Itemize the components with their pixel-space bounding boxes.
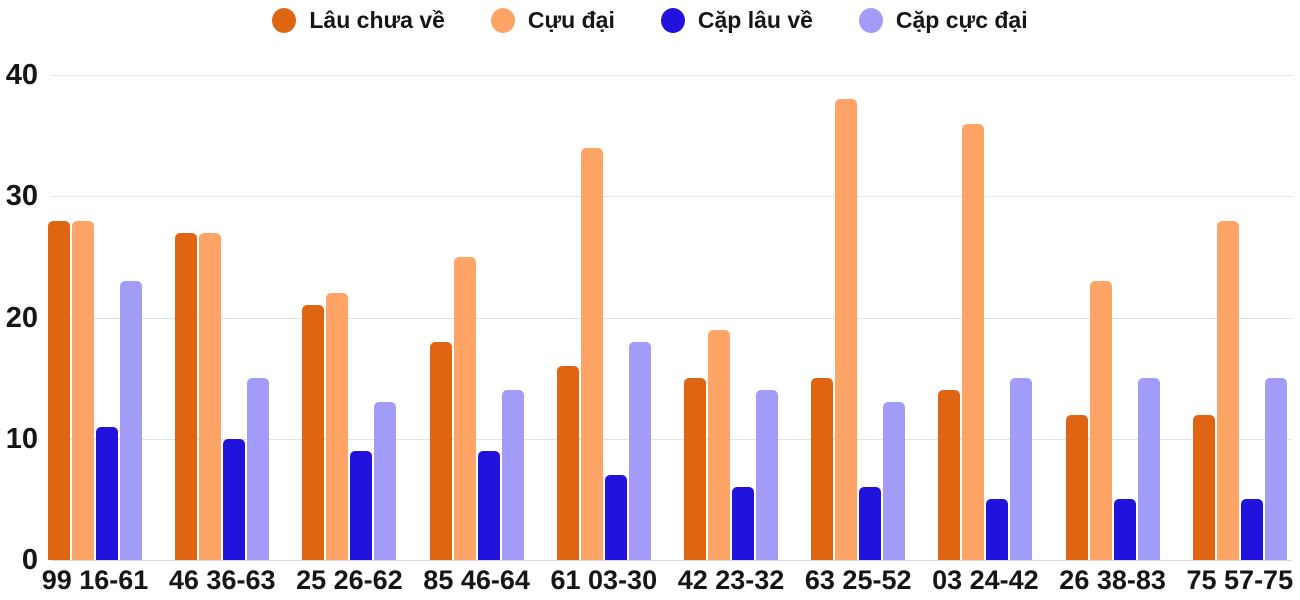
bar-4-group-1[interactable] [120,281,142,560]
bar-4-group-3[interactable] [374,402,397,560]
bar-3-group-8[interactable] [986,499,1009,560]
bar-1-group-9[interactable] [1065,414,1088,560]
gridline-y30 [52,196,1292,197]
bar-1-group-8[interactable] [938,390,961,560]
bar-3-group-2[interactable] [223,438,246,560]
bar-2-group-5[interactable] [580,147,603,560]
legend-label: Cặp lâu về [697,7,813,33]
bar-4-group-6[interactable] [756,390,778,560]
gridline-y0 [52,560,1292,561]
legend-label: Lâu chưa về [309,7,445,33]
legend-label: Cặp cực đại [895,7,1028,33]
bar-3-group-7[interactable] [859,487,882,560]
gridline-y40 [52,75,1292,76]
bar-3-group-6[interactable] [732,487,754,560]
bar-4-group-2[interactable] [247,378,270,560]
y-axis-tick-label: 0 [21,544,38,576]
bar-3-group-1[interactable] [96,426,118,560]
legend-item-3: Cặp lâu về [660,7,813,34]
legend: Lâu chưa về Cựu đại Cặp lâu về Cặp cực đại [0,7,1300,34]
bar-3-group-4[interactable] [477,450,500,560]
bar-1-group-2[interactable] [175,232,198,560]
bar-2-group-6[interactable] [708,329,730,560]
bar-3-group-5[interactable] [604,475,627,560]
bar-2-group-8[interactable] [962,123,985,560]
legend-circle-icon [490,8,515,33]
bar-2-group-2[interactable] [199,232,222,560]
legend-label: Cựu đại [527,7,615,33]
gridline-y20 [52,318,1292,319]
y-axis-tick-label: 40 [5,59,38,91]
bar-4-group-5[interactable] [628,341,651,560]
bar-2-group-10[interactable] [1216,220,1239,560]
x-axis-category-label: 85 46-64 [423,565,530,595]
x-axis-category-label: 25 26-62 [296,565,403,595]
bar-1-group-7[interactable] [811,378,834,560]
bar-2-group-7[interactable] [835,99,858,560]
bar-1-group-4[interactable] [429,341,452,560]
legend-item-4: Cặp cực đại [858,7,1028,34]
bar-4-group-4[interactable] [501,390,524,560]
y-axis-tick-label: 20 [5,302,38,334]
y-axis-tick-label: 30 [5,180,38,212]
bar-2-group-9[interactable] [1089,281,1112,560]
gridline-y10 [52,439,1292,440]
legend-circle-icon [272,8,297,33]
x-axis-category-label: 42 23-32 [677,565,785,595]
bar-3-group-3[interactable] [350,450,373,560]
bar-2-group-1[interactable] [72,220,94,560]
x-axis-category-label: 03 24-42 [932,565,1039,595]
bar-1-group-3[interactable] [302,305,325,560]
bar-1-group-1[interactable] [48,220,70,560]
bar-4-group-8[interactable] [1010,378,1033,560]
legend-item-1: Lâu chưa về [272,7,445,34]
bar-1-group-6[interactable] [684,378,706,560]
x-axis-category-label: 63 25-52 [804,565,912,595]
x-axis-category-label: 61 03-30 [550,565,658,595]
bar-4-group-9[interactable] [1137,378,1160,560]
bar-3-group-10[interactable] [1240,499,1263,560]
bar-4-group-7[interactable] [883,402,906,560]
bar-2-group-4[interactable] [453,256,476,560]
x-axis-category-label: 99 16-61 [41,565,149,595]
bar-4-group-10[interactable] [1264,378,1287,560]
x-axis-category-label: 75 57-75 [1186,565,1294,595]
x-axis-category-label: 26 38-83 [1059,565,1166,595]
bar-1-group-10[interactable] [1192,414,1215,560]
bar-1-group-5[interactable] [556,366,579,560]
legend-circle-icon [858,8,883,33]
y-axis-tick-label: 10 [5,423,38,455]
legend-circle-icon [660,8,685,33]
x-axis-category-label: 46 36-63 [168,565,276,595]
bar-2-group-3[interactable] [326,293,349,560]
bar-3-group-9[interactable] [1113,499,1136,560]
legend-item-2: Cựu đại [490,7,615,34]
